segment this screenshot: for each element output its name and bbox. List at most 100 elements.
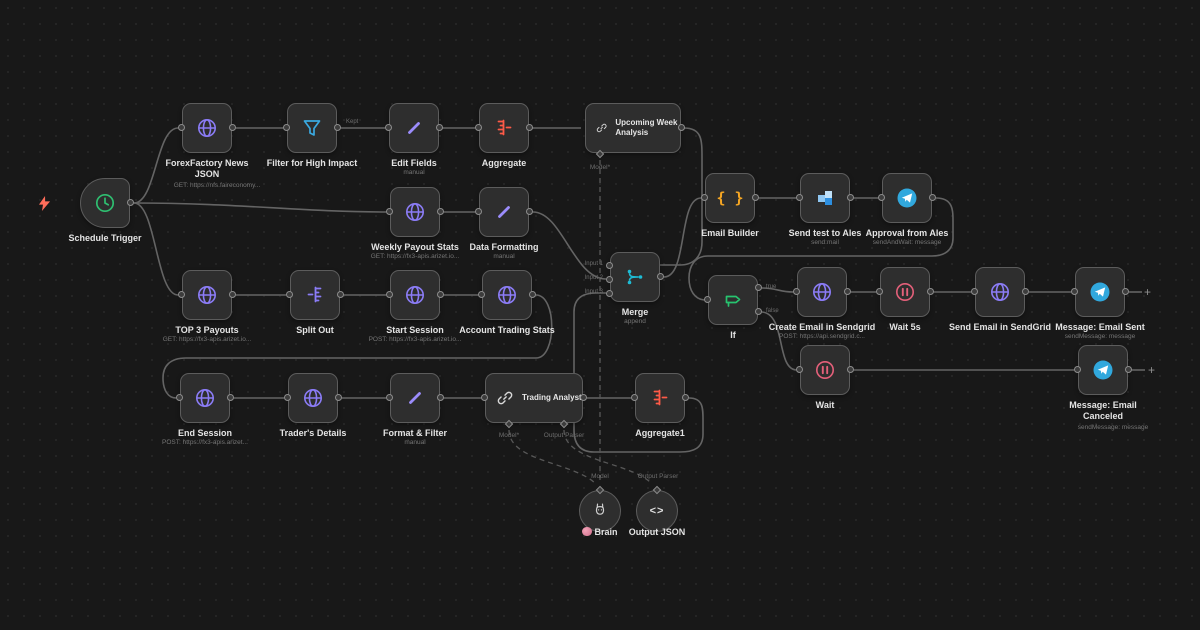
node-wait[interactable]: Wait [796,345,854,410]
node-wait-5s[interactable]: Wait 5s [876,267,934,332]
port-in[interactable] [1074,366,1081,373]
port-in[interactable] [878,194,885,201]
node-send-email-sendgrid[interactable]: Send Email in SendGrid [949,267,1051,332]
node-weekly-payout-stats[interactable]: Weekly Payout Stats GET: https://fx3-api… [371,187,459,260]
port-in[interactable] [796,194,803,201]
port-in-2[interactable] [606,276,613,283]
node-traders-details[interactable]: Trader's Details [280,373,346,438]
port-in[interactable] [284,394,291,401]
port-out[interactable] [335,394,342,401]
port-in[interactable] [386,291,393,298]
node-message-email-canceled[interactable]: Message: Email Canceled sendMessage: mes… [1069,345,1148,431]
port-in[interactable] [793,288,800,295]
port-in[interactable] [1071,288,1078,295]
node-forexfactory-news[interactable]: ForexFactory News JSON GET: https://nfs.… [165,103,260,189]
node-label: If [730,330,736,340]
node-top3-payouts[interactable]: TOP 3 Payouts GET: https://fx3-apis.ariz… [163,270,251,343]
chain-icon [497,391,513,405]
port-out[interactable] [127,199,134,206]
node-create-email-sendgrid[interactable]: Create Email in Sendgrid POST: https://a… [769,267,875,340]
port-in[interactable] [475,124,482,131]
node-subtitle: POST: https://fx3-apis.arizet... [162,439,248,446]
port-out[interactable] [1122,288,1129,295]
execute-bolt-icon[interactable] [38,196,51,211]
port-out[interactable] [1125,366,1132,373]
node-schedule-trigger[interactable]: Schedule Trigger [68,178,142,243]
node-filter-high-impact[interactable]: Filter for High Impact [267,103,357,168]
output-parser-port-label: Output Parser [543,432,585,439]
port-out[interactable] [526,124,533,131]
node-merge[interactable]: Merge append [606,252,664,325]
port-out[interactable] [844,288,851,295]
node-aggregate1[interactable]: Aggregate1 [631,373,689,438]
port-in[interactable] [386,208,393,215]
port-out[interactable] [337,291,344,298]
add-node-plus-icon[interactable]: + [1144,285,1152,299]
node-upcoming-week-analysis[interactable]: Upcoming Week Analysis [585,103,685,159]
port-out-true[interactable] [755,284,762,291]
port-in-1[interactable] [606,262,613,269]
port-out[interactable] [929,194,936,201]
port-in[interactable] [704,296,711,303]
output-json-port-label: Output Parser [637,473,679,480]
port-out[interactable] [436,124,443,131]
port-out[interactable] [334,124,341,131]
port-in[interactable] [475,208,482,215]
port-out[interactable] [682,394,689,401]
node-account-trading-stats[interactable]: Account Trading Stats [459,270,555,335]
node-split-out[interactable]: Split Out [286,270,344,335]
port-in[interactable] [283,124,290,131]
port-out[interactable] [227,394,234,401]
node-edit-fields[interactable]: Edit Fields manual [385,103,443,176]
port-out[interactable] [529,291,536,298]
port-in[interactable] [481,394,488,401]
port-in[interactable] [796,366,803,373]
port-in[interactable] [178,291,185,298]
port-out[interactable] [526,208,533,215]
node-email-builder[interactable]: { } Email Builder [701,173,759,238]
port-out-false[interactable] [755,308,762,315]
node-label: Create Email in Sendgrid [768,322,876,332]
node-label: Filter for High Impact [266,158,358,168]
port-in[interactable] [385,124,392,131]
node-output-json[interactable]: <> [636,485,678,532]
port-in-3[interactable] [606,290,613,297]
port-in[interactable] [176,394,183,401]
port-out[interactable] [657,273,664,280]
port-out[interactable] [927,288,934,295]
node-trading-analyst[interactable]: Trading Analyst [481,373,587,429]
node-label: Wait 5s [889,322,921,332]
port-out[interactable] [580,394,587,401]
node-message-email-sent[interactable]: Message: Email Sent sendMessage: message [1055,267,1145,340]
node-aggregate[interactable]: Aggregate [475,103,533,168]
node-brain[interactable] [579,485,621,532]
node-end-session[interactable]: End Session POST: https://fx3-apis.arize… [162,373,248,446]
telegram-icon [1093,360,1113,380]
node-send-test-to-ales[interactable]: Send test to Ales send:mail [789,173,861,246]
node-if[interactable]: If [704,275,762,340]
port-in[interactable] [478,291,485,298]
port-in[interactable] [286,291,293,298]
port-in[interactable] [876,288,883,295]
port-out[interactable] [437,208,444,215]
port-out[interactable] [229,291,236,298]
node-format-filter[interactable]: Format & Filter manual [383,373,447,446]
node-data-formatting[interactable]: Data Formatting manual [469,187,539,260]
port-out[interactable] [847,366,854,373]
port-in[interactable] [386,394,393,401]
add-node-plus-icon[interactable]: + [1148,363,1156,377]
port-out[interactable] [437,291,444,298]
node-approval-from-ales[interactable]: Approval from Ales sendAndWait: message [866,173,948,246]
port-in[interactable] [701,194,708,201]
port-out[interactable] [678,124,685,131]
node-start-session[interactable]: Start Session POST: https://fx3-apis.ari… [369,270,461,343]
port-out[interactable] [752,194,759,201]
port-out[interactable] [437,394,444,401]
port-out[interactable] [229,124,236,131]
port-in[interactable] [631,394,638,401]
port-in[interactable] [178,124,185,131]
port-out[interactable] [847,194,854,201]
port-in[interactable] [971,288,978,295]
port-out[interactable] [1022,288,1029,295]
